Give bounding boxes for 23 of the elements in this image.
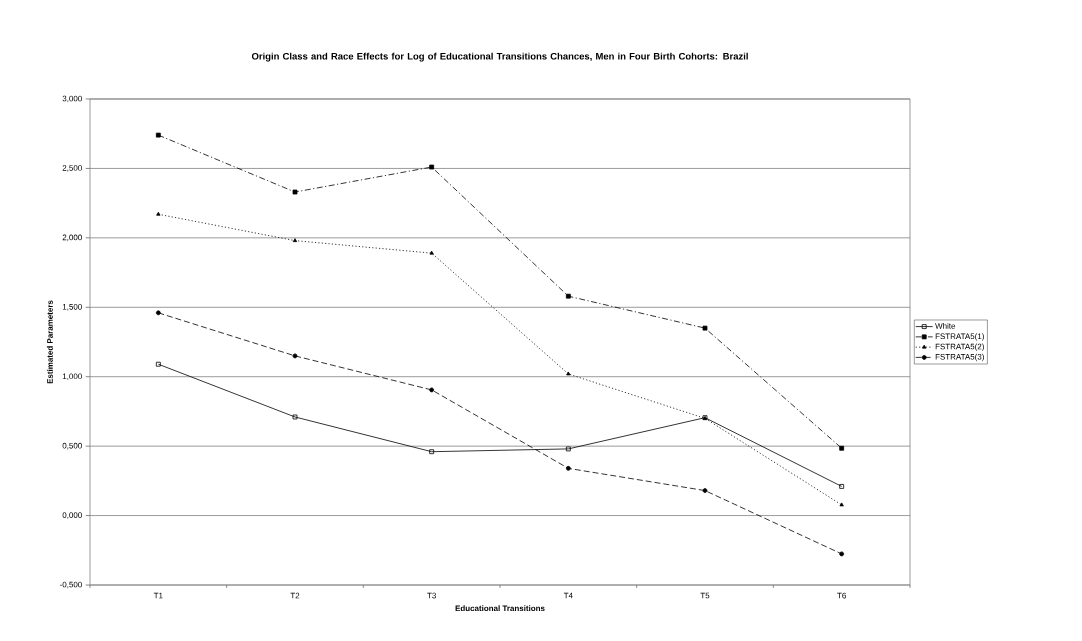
point — [565, 293, 571, 299]
point — [429, 250, 434, 255]
point — [292, 353, 298, 359]
point — [156, 211, 161, 216]
point — [566, 371, 571, 376]
point — [429, 387, 435, 393]
point — [565, 446, 571, 452]
chart-title: Origin Class and Race Effects for Log of Educational Transitions Chances, Men in Four Birth Cohorts: Brazil — [251, 52, 748, 62]
point — [839, 484, 845, 489]
point — [292, 414, 298, 420]
point — [155, 361, 161, 367]
point — [702, 325, 708, 331]
point — [702, 488, 708, 493]
point — [429, 449, 435, 455]
point — [292, 238, 298, 243]
point — [155, 310, 161, 316]
point — [292, 189, 298, 195]
point — [565, 465, 571, 471]
point — [429, 164, 435, 170]
point — [839, 551, 845, 557]
point — [839, 502, 844, 507]
point — [839, 445, 845, 451]
point — [155, 132, 161, 138]
